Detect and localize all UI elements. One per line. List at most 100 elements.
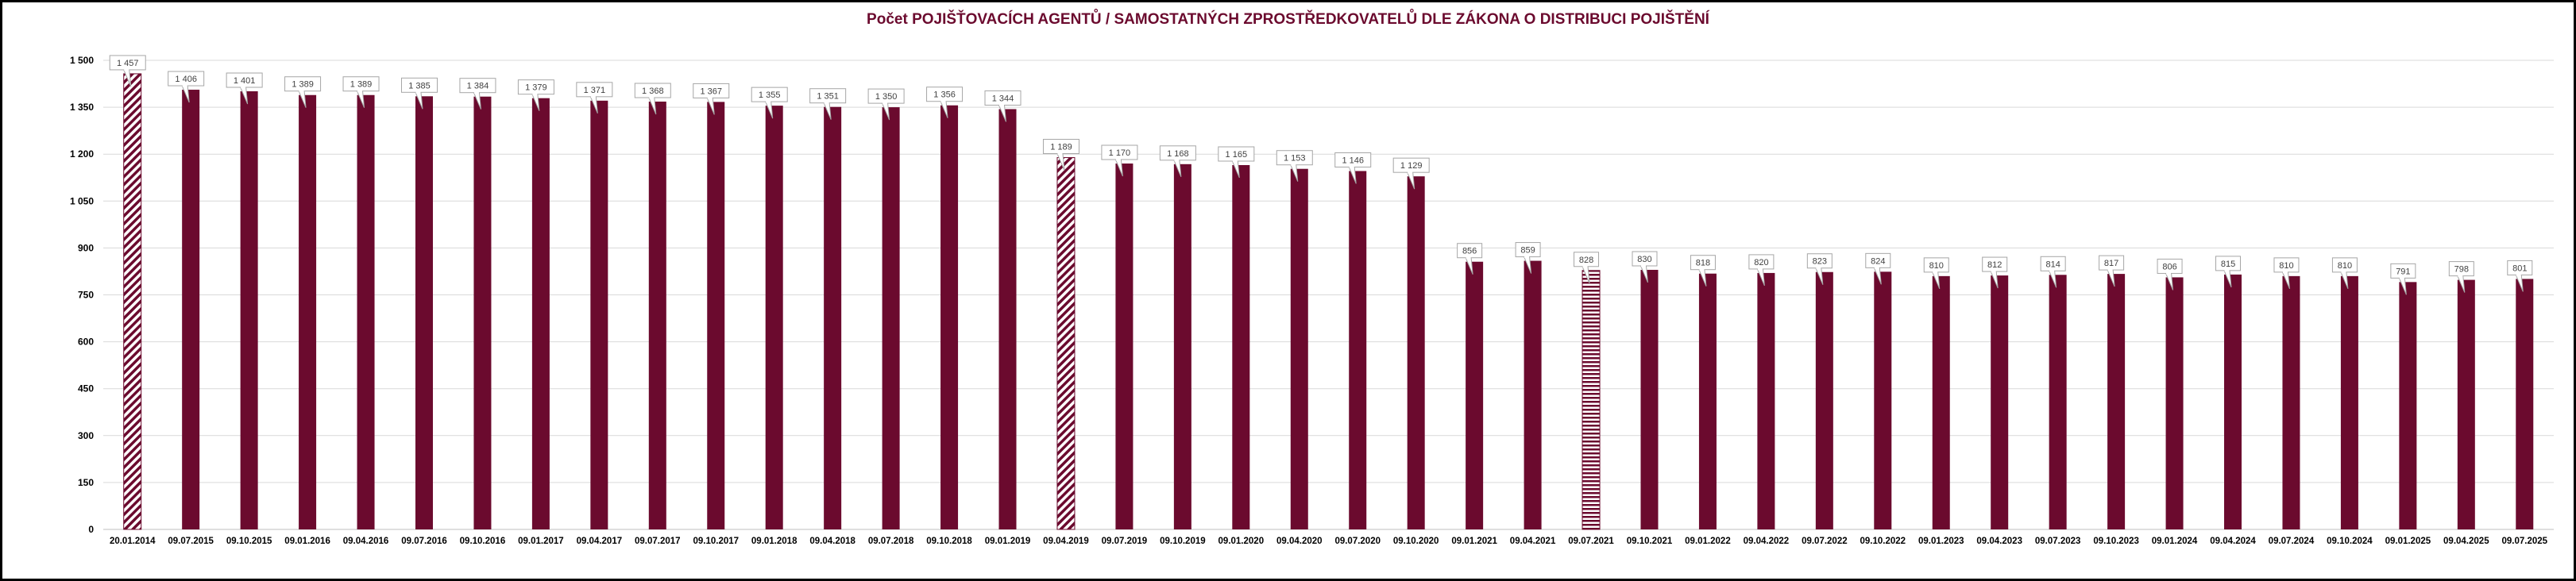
bar: [1056, 157, 1076, 530]
x-tick-label: 20.01.2014: [110, 537, 156, 546]
data-label-text: 1 168: [1167, 149, 1189, 159]
bar: [1290, 168, 1308, 529]
data-label: 1 355: [751, 87, 788, 119]
x-tick-label: 09.07.2019: [1102, 537, 1148, 546]
x-tick-label: 09.04.2024: [2210, 537, 2256, 546]
data-label-text: 1 189: [1050, 143, 1072, 152]
x-tick-label: 09.07.2016: [401, 537, 447, 546]
data-label: 824: [1865, 252, 1891, 285]
data-label: 1 351: [809, 88, 847, 120]
bar: [1173, 164, 1191, 530]
data-label-text: 820: [1754, 258, 1768, 267]
data-label-text: 828: [1579, 256, 1593, 265]
data-label: 1 401: [226, 72, 263, 105]
data-label-text: 801: [2512, 264, 2527, 273]
bar: [2457, 279, 2475, 529]
data-label-text: 1 129: [1400, 161, 1423, 171]
y-tick-label: 1 350: [70, 102, 94, 113]
bar: [1815, 271, 1833, 529]
bar: [1698, 273, 1717, 529]
data-label: 1 367: [693, 83, 730, 115]
chart-title: Počet POJIŠŤOVACÍCH AGENTŮ / SAMOSTATNÝC…: [867, 11, 1709, 28]
data-label-text: 1 153: [1284, 154, 1306, 164]
data-label: 1 129: [1392, 157, 1430, 190]
data-label-text: 856: [1462, 247, 1477, 256]
bar: [299, 94, 317, 529]
data-label: 1 344: [984, 90, 1022, 122]
x-tick-label: 09.04.2025: [2443, 537, 2489, 546]
data-label-text: 1 367: [700, 87, 722, 96]
data-label-text: 810: [1929, 261, 1944, 271]
data-label-text: 1 385: [408, 81, 431, 90]
x-tick-label: 09.07.2015: [168, 537, 214, 546]
data-label: 1 371: [576, 82, 613, 114]
data-label-text: 1 146: [1342, 156, 1364, 165]
bar: [1524, 260, 1542, 529]
data-label-text: 806: [2162, 262, 2176, 271]
data-label: 1 189: [1042, 139, 1079, 171]
data-label-text: 818: [1696, 259, 1710, 268]
x-tick-label: 09.07.2023: [2035, 537, 2081, 546]
x-tick-label: 09.01.2025: [2385, 537, 2431, 546]
bar: [1640, 269, 1659, 529]
data-label-text: 823: [1813, 257, 1827, 267]
bar: [123, 73, 142, 530]
data-label: 812: [1982, 256, 2008, 289]
bar: [1932, 275, 1950, 529]
bar: [998, 109, 1017, 530]
x-tick-label: 09.04.2017: [577, 537, 623, 546]
bar: [1115, 164, 1134, 529]
x-tick-label: 09.10.2024: [2327, 537, 2373, 546]
data-label: 817: [2099, 255, 2125, 287]
bar: [1874, 271, 1892, 529]
data-label: 1 350: [867, 88, 905, 121]
data-label: 1 406: [168, 71, 205, 103]
data-label-text: 1 351: [817, 92, 839, 102]
x-tick-label: 09.01.2017: [518, 537, 564, 546]
data-label: 810: [1923, 257, 1949, 290]
y-tick-label: 900: [78, 242, 94, 253]
bar: [2282, 275, 2300, 529]
y-tick-label: 600: [78, 337, 94, 348]
y-tick-label: 750: [78, 290, 94, 301]
bar: [2340, 275, 2358, 529]
bar: [1757, 272, 1775, 529]
x-tick-label: 09.01.2021: [1451, 537, 1497, 546]
x-tick-label: 09.04.2022: [1744, 537, 1790, 546]
data-label: 806: [2157, 258, 2183, 290]
bar: [1232, 164, 1250, 530]
data-label: 815: [2215, 256, 2242, 288]
data-label-text: 859: [1520, 246, 1535, 256]
bar: [2107, 274, 2126, 529]
x-tick-label: 09.10.2020: [1393, 537, 1439, 546]
bar: [2516, 279, 2534, 529]
x-tick-label: 09.01.2020: [1218, 537, 1265, 546]
x-tick-label: 09.07.2018: [868, 537, 914, 546]
x-tick-label: 09.10.2015: [226, 537, 272, 546]
data-label: 856: [1457, 243, 1483, 275]
data-label-text: 1 170: [1109, 148, 1131, 158]
data-label: 830: [1632, 251, 1658, 283]
x-tick-label: 09.10.2016: [460, 537, 506, 546]
x-tick-label: 09.04.2020: [1276, 537, 1323, 546]
bar: [882, 107, 900, 530]
data-label-text: 1 389: [350, 80, 373, 90]
data-label: 1 153: [1276, 150, 1313, 182]
data-label-text: 1 350: [875, 92, 898, 102]
y-tick-label: 0: [88, 524, 94, 535]
data-label: 859: [1515, 242, 1541, 274]
bar: [2049, 275, 2067, 529]
data-label-text: 1 389: [292, 80, 314, 90]
x-tick-label: 09.10.2017: [693, 537, 739, 546]
data-label-text: 824: [1871, 256, 1885, 266]
y-tick-label: 150: [78, 477, 94, 488]
data-label: 810: [2273, 257, 2300, 290]
bar: [765, 106, 783, 529]
data-label: 1 165: [1218, 146, 1255, 179]
y-tick-label: 1 050: [70, 195, 94, 206]
data-label-text: 810: [2279, 261, 2293, 271]
data-label-text: 1 379: [525, 83, 547, 93]
bar: [240, 91, 258, 530]
bar: [531, 98, 550, 529]
bar: [1582, 270, 1601, 530]
